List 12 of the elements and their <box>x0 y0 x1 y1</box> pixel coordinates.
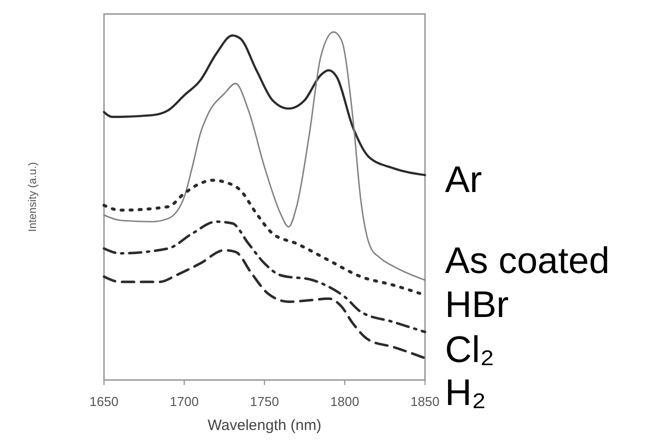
x-tick-label: 1750 <box>250 394 279 409</box>
x-tick-label: 1800 <box>330 394 360 409</box>
y-axis-title: Intensity (a.u.) <box>27 162 39 232</box>
series-label: H₂ <box>445 372 486 413</box>
series-label: Cl₂ <box>445 329 494 370</box>
x-tick-label: 1700 <box>170 394 199 409</box>
x-axis-title: Wavelength (nm) <box>208 417 322 434</box>
series-label: Ar <box>445 159 482 200</box>
x-tick-label: 1650 <box>90 394 118 409</box>
series-label: As coated <box>445 240 610 281</box>
x-tick-label: 1850 <box>410 394 440 409</box>
series-label: HBr <box>445 284 509 325</box>
